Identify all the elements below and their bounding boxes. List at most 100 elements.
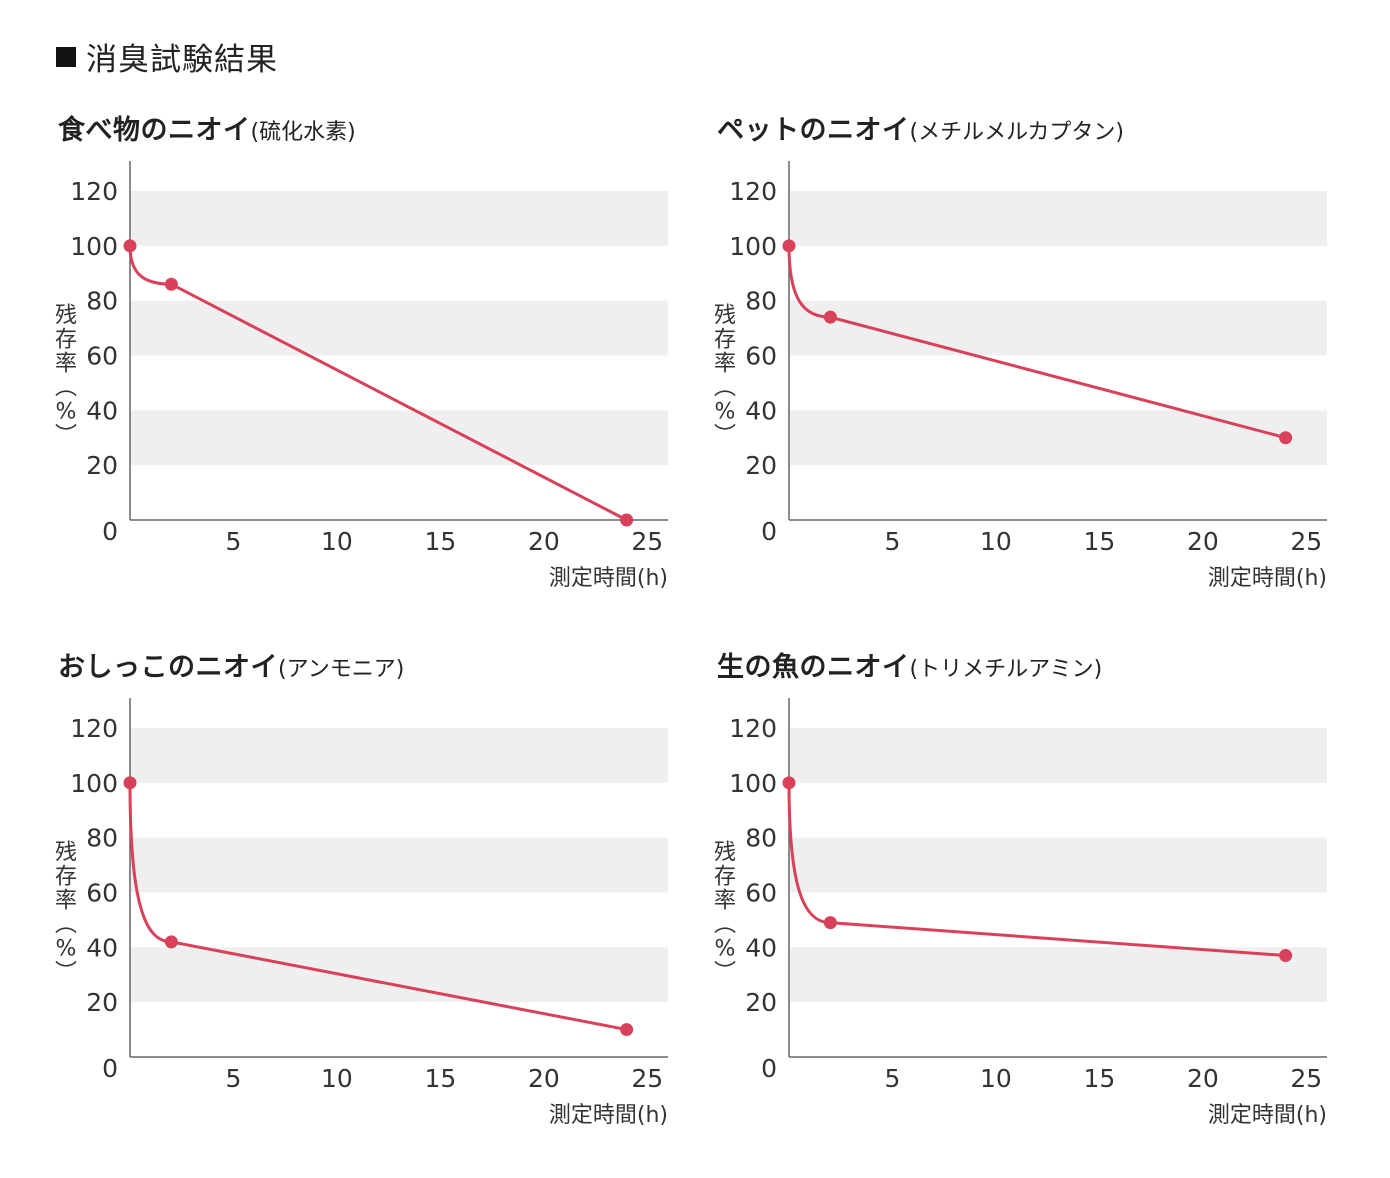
y-tick-label: 80 bbox=[86, 824, 118, 853]
y-tick-label: 100 bbox=[729, 232, 777, 261]
y-tick-label: 40 bbox=[745, 933, 777, 962]
y-axis-label: 残存率︵% ︶ bbox=[714, 304, 736, 449]
line-chart: 0 20 40 60 80 100 120 5 10 15 20 25 測定時間(h) 残存率︵% ︶ bbox=[714, 698, 1327, 1128]
y-tick-label: 0 bbox=[102, 1054, 118, 1083]
data-point bbox=[823, 310, 837, 324]
grid-band bbox=[789, 410, 1327, 466]
page-title: 消臭試験結果 bbox=[56, 34, 278, 79]
x-tick-label: 10 bbox=[321, 527, 353, 556]
data-point bbox=[1279, 949, 1293, 963]
chart-title-main: 生の魚のニオイ bbox=[717, 652, 910, 683]
grid-bands bbox=[130, 191, 668, 466]
y-tick-label: 60 bbox=[745, 879, 777, 908]
y-tick-label: 20 bbox=[745, 988, 777, 1017]
chart-title-main: ペットのニオイ bbox=[717, 115, 910, 146]
grid-bands bbox=[130, 728, 668, 1003]
y-tick-label: 120 bbox=[729, 714, 777, 743]
grid-band bbox=[789, 728, 1327, 783]
y-tick-label: 60 bbox=[86, 342, 118, 371]
x-tick-label: 20 bbox=[1187, 527, 1219, 556]
grid-band bbox=[789, 837, 1327, 893]
y-tick-label: 120 bbox=[70, 177, 118, 206]
x-tick-label: 5 bbox=[226, 1064, 242, 1093]
grid-band bbox=[130, 947, 668, 1003]
chart-title-main: 食べ物のニオイ bbox=[58, 115, 251, 146]
x-tick-label: 15 bbox=[424, 527, 456, 556]
data-point bbox=[782, 239, 796, 253]
x-tick-label: 10 bbox=[980, 1064, 1012, 1093]
chart-title-sub: (アンモニア) bbox=[278, 657, 405, 682]
y-tick-label: 100 bbox=[70, 769, 118, 798]
grid-band bbox=[130, 191, 668, 246]
data-point bbox=[620, 1023, 634, 1037]
y-tick-label: 0 bbox=[761, 1054, 777, 1083]
data-point bbox=[823, 916, 837, 930]
y-tick-label: 20 bbox=[745, 451, 777, 480]
chart-title: 食べ物のニオイ(硫化水素) bbox=[58, 108, 356, 147]
grid-band bbox=[130, 837, 668, 893]
x-tick-label: 5 bbox=[226, 527, 242, 556]
y-axis-label: 残存率︵% ︶ bbox=[55, 841, 77, 986]
line-chart: 0 20 40 60 80 100 120 5 10 15 20 25 測定時間(h) 残存率︵% ︶ bbox=[55, 698, 668, 1128]
chart-title: ペットのニオイ(メチルメルカプタン) bbox=[717, 108, 1124, 147]
grid-band bbox=[130, 728, 668, 783]
x-tick-label: 15 bbox=[1083, 527, 1115, 556]
chart-title-sub: (硫化水素) bbox=[250, 120, 356, 145]
y-tick-label: 40 bbox=[745, 396, 777, 425]
chart-title: おしっこのニオイ(アンモニア) bbox=[58, 645, 404, 684]
x-tick-label: 25 bbox=[1290, 1064, 1322, 1093]
y-tick-label: 100 bbox=[729, 769, 777, 798]
grid-band bbox=[789, 947, 1327, 1003]
data-point bbox=[620, 513, 634, 527]
chart-panel-methyl-mercaptan: ペットのニオイ(メチルメルカプタン) 0 20 40 60 80 100 120 5 10 15 2… bbox=[714, 108, 1390, 628]
grid-band bbox=[130, 410, 668, 466]
data-point bbox=[782, 776, 796, 790]
page-title-text: 消臭試験結果 bbox=[86, 42, 278, 78]
x-tick-label: 15 bbox=[424, 1064, 456, 1093]
grid-bands bbox=[789, 191, 1327, 466]
data-point bbox=[164, 935, 178, 949]
chart-panel-hydrogen-sulfide: 食べ物のニオイ(硫化水素) 0 20 40 60 80 100 120 5 10 15 20 25 測定… bbox=[55, 108, 738, 628]
x-tick-label: 20 bbox=[528, 1064, 560, 1093]
y-tick-label: 20 bbox=[86, 451, 118, 480]
data-point bbox=[123, 776, 137, 790]
y-tick-label: 60 bbox=[745, 342, 777, 371]
x-tick-label: 15 bbox=[1083, 1064, 1115, 1093]
line-chart: 0 20 40 60 80 100 120 5 10 15 20 25 測定時間(h) 残存率︵% ︶ bbox=[55, 161, 668, 591]
x-tick-label: 25 bbox=[1290, 527, 1322, 556]
y-tick-label: 0 bbox=[102, 517, 118, 546]
x-axis-label: 測定時間(h) bbox=[1208, 566, 1327, 591]
x-tick-label: 20 bbox=[1187, 1064, 1219, 1093]
data-point bbox=[123, 239, 137, 253]
chart-title-sub: (トリメチルアミン) bbox=[909, 657, 1103, 682]
x-tick-label: 25 bbox=[631, 527, 663, 556]
y-axis-label: 残存率︵% ︶ bbox=[714, 841, 736, 986]
y-tick-label: 0 bbox=[761, 517, 777, 546]
x-axis-label: 測定時間(h) bbox=[549, 566, 668, 591]
x-tick-label: 20 bbox=[528, 527, 560, 556]
x-axis-label: 測定時間(h) bbox=[549, 1103, 668, 1128]
x-tick-label: 5 bbox=[885, 527, 901, 556]
x-axis-label: 測定時間(h) bbox=[1208, 1103, 1327, 1128]
y-tick-label: 80 bbox=[86, 287, 118, 316]
grid-band bbox=[789, 300, 1327, 356]
x-tick-label: 10 bbox=[980, 527, 1012, 556]
x-tick-label: 10 bbox=[321, 1064, 353, 1093]
y-tick-label: 120 bbox=[70, 714, 118, 743]
grid-bands bbox=[789, 728, 1327, 1003]
y-tick-label: 40 bbox=[86, 933, 118, 962]
chart-title-sub: (メチルメルカプタン) bbox=[909, 120, 1125, 145]
y-tick-label: 40 bbox=[86, 396, 118, 425]
chart-title: 生の魚のニオイ(トリメチルアミン) bbox=[717, 645, 1102, 684]
y-axis-label: 残存率︵% ︶ bbox=[55, 304, 77, 449]
y-tick-label: 60 bbox=[86, 879, 118, 908]
grid-band bbox=[130, 300, 668, 356]
series-line bbox=[128, 245, 628, 522]
chart-panel-trimethylamine: 生の魚のニオイ(トリメチルアミン) 0 20 40 60 80 100 120 5 10 15 20… bbox=[714, 645, 1390, 1165]
line-chart: 0 20 40 60 80 100 120 5 10 15 20 25 測定時間(h) 残存率︵% ︶ bbox=[714, 161, 1327, 591]
chart-panel-ammonia: おしっこのニオイ(アンモニア) 0 20 40 60 80 100 120 5 10 15 20 25… bbox=[55, 645, 738, 1165]
chart-title-main: おしっこのニオイ bbox=[58, 652, 278, 683]
grid-band bbox=[789, 191, 1327, 246]
y-tick-label: 20 bbox=[86, 988, 118, 1017]
y-tick-label: 100 bbox=[70, 232, 118, 261]
